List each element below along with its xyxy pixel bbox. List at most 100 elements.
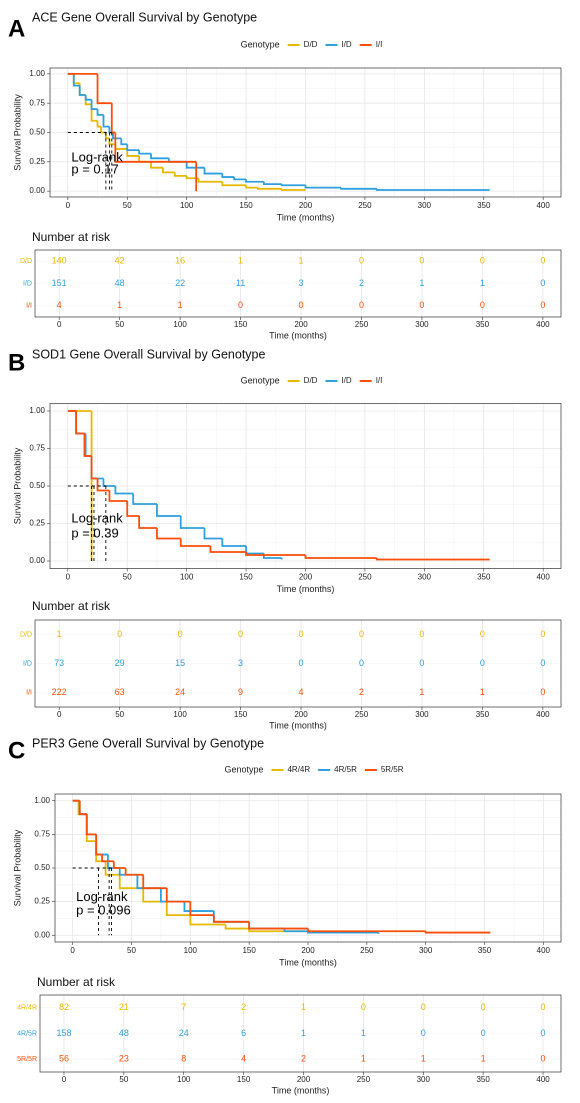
legend-label: 5R/5R (381, 765, 404, 774)
panel-border (49, 403, 562, 569)
survival-step (72, 73, 80, 87)
risk-count: 0 (361, 1002, 366, 1012)
x-tick-label: 300 (415, 710, 429, 719)
risk-count: 8 (181, 1054, 186, 1064)
row-label: D/D (20, 258, 32, 265)
survival-step (189, 915, 226, 926)
survival-step (304, 185, 342, 189)
x-tick-label: 50 (127, 946, 136, 955)
risk-count: 22 (175, 278, 185, 288)
survival-step (96, 109, 104, 116)
risk-count: 11 (236, 278, 245, 288)
survival-step (212, 915, 250, 923)
panel-letter: B (8, 349, 25, 376)
risk-count: 0 (541, 1028, 546, 1038)
legend-label: D/D (304, 40, 318, 49)
risk-count: 0 (540, 658, 545, 668)
panel-border (49, 67, 562, 198)
x-tick-label: 150 (234, 710, 248, 719)
y-tick-label: 0.50 (34, 863, 50, 872)
risk-count: 1 (419, 687, 424, 697)
risk-count: 1 (57, 629, 62, 639)
risk-count: 1 (361, 1054, 366, 1064)
risk-count: 0 (540, 278, 545, 288)
survival-step (150, 161, 163, 169)
risk-count: 0 (421, 1028, 426, 1038)
risk-count: 0 (419, 256, 424, 266)
risk-count: 0 (238, 629, 243, 639)
x-axis-label: Time (months) (272, 1085, 330, 1095)
y-tick-label: 0.75 (29, 98, 45, 107)
x-tick-label: 100 (180, 201, 194, 210)
x-tick-label: 250 (355, 320, 369, 329)
x-axis-label: Time (months) (277, 584, 335, 594)
legend-label: I/I (376, 376, 383, 385)
risk-count: 1 (421, 1054, 426, 1064)
x-tick-label: 0 (57, 320, 62, 329)
x-tick-label: 150 (237, 1075, 251, 1084)
risk-count: 151 (52, 278, 67, 288)
risk-count: 4 (57, 300, 62, 310)
y-tick-label: 1.00 (29, 69, 45, 78)
risk-count: 3 (299, 278, 304, 288)
risk-count: 15 (175, 658, 185, 668)
legend-title: Genotype (241, 375, 280, 385)
risk-count: 24 (179, 1028, 189, 1038)
survival-step (90, 99, 98, 110)
risk-count: 0 (540, 300, 545, 310)
risk-count: 24 (175, 687, 185, 697)
x-tick-label: 100 (177, 1075, 191, 1084)
survival-step (108, 490, 128, 502)
x-tick-label: 300 (418, 573, 432, 582)
x-tick-label: 300 (417, 1075, 431, 1084)
x-tick-label: 350 (476, 1075, 490, 1084)
risk-count: 0 (421, 1002, 426, 1012)
risk-count: 0 (419, 300, 424, 310)
survival-step (78, 800, 87, 816)
survival-step (138, 150, 152, 155)
survival-step (248, 921, 308, 930)
survival-step (263, 181, 282, 186)
survival-step (179, 516, 205, 529)
risk-count: 1 (301, 1028, 306, 1038)
survival-step (307, 928, 426, 933)
x-tick-label: 300 (419, 946, 433, 955)
risk-title: Number at risk (37, 975, 116, 989)
risk-count: 0 (541, 1002, 546, 1012)
x-tick-label: 250 (355, 710, 369, 719)
risk-count: 140 (52, 256, 67, 266)
survival-step (78, 85, 86, 96)
risk-count: 222 (52, 687, 67, 697)
x-tick-label: 0 (66, 573, 71, 582)
x-tick-label: 200 (299, 573, 313, 582)
x-tick-label: 50 (119, 1075, 128, 1084)
survival-step (85, 814, 97, 836)
survival-step (150, 153, 169, 160)
risk-count: 23 (119, 1054, 129, 1064)
x-axis-label: Time (months) (279, 957, 337, 967)
y-tick-label: 0.25 (34, 897, 50, 906)
survival-step (221, 181, 247, 187)
risk-count: 0 (299, 629, 304, 639)
survival-step (183, 901, 214, 912)
x-tick-label: 350 (477, 201, 491, 210)
risk-count: 2 (301, 1054, 306, 1064)
risk-count: 16 (175, 256, 185, 266)
panel-letter: C (8, 737, 25, 764)
risk-count: 4 (241, 1054, 246, 1064)
survival-step (185, 161, 205, 169)
x-tick-label: 0 (66, 201, 71, 210)
survival-step (138, 516, 157, 529)
survival-step (156, 504, 181, 517)
survival-step (161, 167, 175, 174)
survival-step (189, 901, 214, 916)
legend-label: 4R/4R (287, 765, 310, 774)
panel-letter: A (8, 15, 25, 42)
chart-title: SOD1 Gene Overall Survival by Genotype (32, 347, 265, 361)
row-label: I/I (26, 303, 32, 310)
table-border (39, 994, 562, 1073)
legend-label: D/D (304, 376, 318, 385)
risk-count: 0 (419, 629, 424, 639)
x-tick-label: 350 (477, 573, 491, 582)
